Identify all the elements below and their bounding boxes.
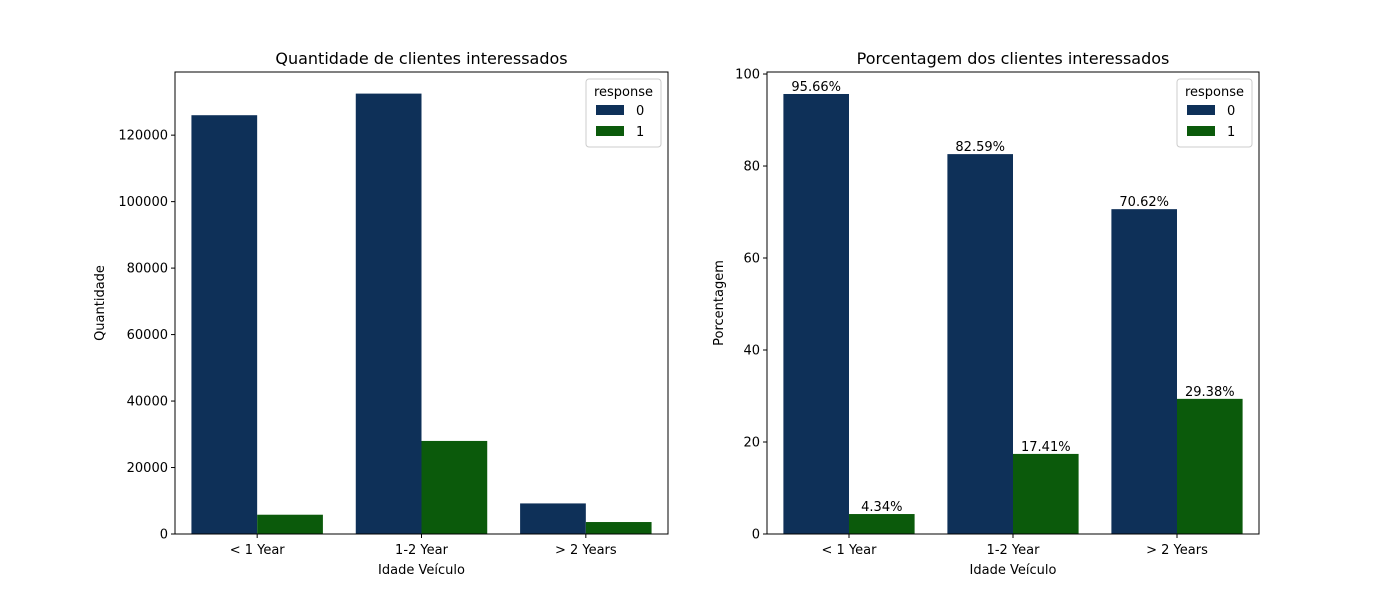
bar-series-0-2 — [1111, 209, 1177, 534]
data-label: 95.66% — [791, 80, 841, 95]
bar-series-0-1 — [947, 154, 1013, 535]
bar-series-0-0 — [783, 93, 849, 535]
y-tick-label: 60 — [743, 252, 760, 267]
y-tick-label: 20000 — [127, 461, 168, 476]
bar-series-0-2 — [520, 503, 586, 534]
bar-series-1-1 — [1013, 453, 1079, 534]
quantity-chart: 0 20000 40000 60000 80000 100000 120000 < 1 Yea… — [93, 49, 669, 578]
x-tick-label: 1-2 Year — [987, 543, 1041, 558]
data-label: 82.59% — [955, 140, 1005, 155]
legend-swatch-0 — [596, 105, 624, 115]
legend-swatch-1 — [1187, 126, 1215, 136]
x-tick-label: > 2 Years — [555, 543, 617, 558]
legend-swatch-0 — [1187, 105, 1215, 115]
y-tick-label: 0 — [160, 528, 168, 543]
legend-label: 0 — [636, 104, 644, 119]
x-axis-label: Idade Veículo — [970, 563, 1057, 578]
x-tick-label: > 2 Years — [1146, 543, 1208, 558]
y-axis-label: Quantidade — [93, 265, 108, 341]
x-tick-label: 1-2 Year — [395, 543, 449, 558]
bar-series-0-1 — [355, 93, 422, 534]
x-tick-label: < 1 Year — [230, 543, 286, 558]
x-tick-label: < 1 Year — [822, 543, 878, 558]
x-axis-label: Idade Veículo — [378, 563, 465, 578]
legend-title: response — [594, 85, 653, 100]
data-label: 29.38% — [1185, 385, 1235, 400]
y-tick-label: 80000 — [127, 262, 168, 277]
legend-label: 1 — [1227, 125, 1235, 140]
y-tick-label: 60000 — [127, 328, 168, 343]
y-tick-label: 40000 — [127, 395, 168, 410]
y-tick-label: 100 — [735, 68, 760, 83]
chart-title: Porcentagem dos clientes interessados — [857, 49, 1170, 68]
bar-series-1-2 — [1177, 398, 1243, 534]
y-tick-label: 20 — [743, 436, 760, 451]
legend-title: response — [1185, 85, 1244, 100]
bar-series-1-0 — [849, 514, 915, 534]
chart-title: Quantidade de clientes interessados — [275, 49, 567, 68]
bar-series-1-1 — [421, 440, 488, 534]
y-axis-label: Porcentagem — [712, 260, 727, 346]
y-tick-label: 100000 — [118, 195, 168, 210]
legend-label: 1 — [636, 125, 644, 140]
y-tick-label: 80 — [743, 160, 760, 175]
legend-swatch-1 — [596, 126, 624, 136]
bar-series-1-2 — [585, 522, 652, 534]
y-tick-label: 0 — [752, 528, 760, 543]
data-label: 4.34% — [861, 500, 902, 515]
data-label: 70.62% — [1119, 195, 1169, 210]
legend-label: 0 — [1227, 104, 1235, 119]
bar-series-1-0 — [257, 514, 323, 534]
y-tick-label: 40 — [743, 344, 760, 359]
bar-series-0-0 — [191, 115, 258, 535]
y-tick-label: 120000 — [118, 129, 168, 144]
data-label: 17.41% — [1021, 440, 1071, 455]
percentage-chart: 95.66% 82.59% 70.62% 4.34% 17.41% 29.38% 0 20 40… — [712, 49, 1260, 578]
